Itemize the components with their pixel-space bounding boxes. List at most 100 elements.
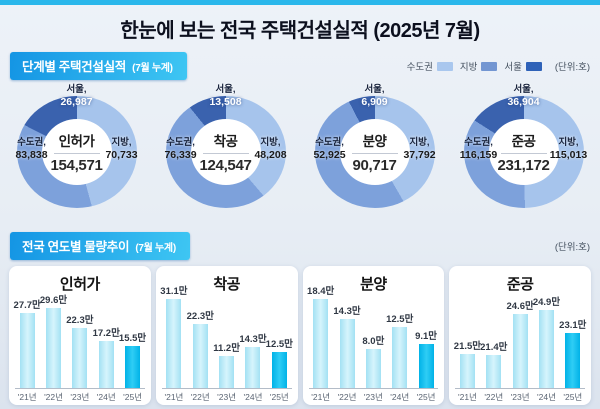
donut-col-permits: 인허가 154,571 서울, 26,987 수도권, 83,838 지방, 7… <box>2 84 151 224</box>
x-tick-label: '24년 <box>390 392 410 402</box>
bar-card-title: 준공 <box>506 276 534 293</box>
bar-plot: 18.4만 14.3만 8.0만 12.5만 9.1만 <box>303 286 445 388</box>
bar-card-starts: 착공 31.1만 22.3만 11.2만 14.3만 12.5만 '21년 '22년 '23… <box>155 266 298 405</box>
bar-slot: 11.2만 <box>213 296 240 388</box>
bar-slot: 24.6만 <box>506 296 534 388</box>
bar <box>313 299 329 388</box>
section2-header-badge: 전국 연도별 물량추이 (7월 누계) <box>10 232 190 260</box>
bar-value-label: 31.1만 <box>160 286 188 297</box>
donut-col-sales: 분양 90,717 서울, 6,909 수도권, 52,925 지방, 37,7… <box>300 84 449 224</box>
bar-slot: 23.1만 <box>559 296 587 388</box>
bar-value-label: 24.6만 <box>506 301 534 312</box>
regional-label: 지방, 115,013 <box>549 137 588 161</box>
x-tick-label: '24년 <box>243 392 263 402</box>
donut-total: 154,571 <box>50 157 103 174</box>
bar-plot: 27.7만 29.6만 22.3만 17.2만 15.5만 <box>9 295 151 388</box>
legend-item-regional: 지방 <box>459 59 498 73</box>
bar <box>459 354 475 388</box>
x-tick-label: '24년 <box>537 392 556 402</box>
bar-value-label: 21.5만 <box>453 341 482 352</box>
donut-center: 인허가 154,571 <box>41 119 112 185</box>
regional-label: 지방, 48,208 <box>254 137 287 161</box>
bar-plot: 31.1만 22.3만 11.2만 14.3만 12.5만 <box>156 286 298 388</box>
x-tick-label: '25년 <box>416 392 436 402</box>
bar-slot: 29.6만 <box>40 295 67 388</box>
bar <box>125 346 141 388</box>
capital-label: 수도권, 76,339 <box>164 137 197 161</box>
bar-card-title: 분양 <box>360 276 387 293</box>
x-tick-label: '23년 <box>217 392 237 402</box>
section2-header-row: 전국 연도별 물량추이 (7월 누계) (단위:호) <box>0 232 600 260</box>
x-axis-line <box>15 388 145 389</box>
bar <box>46 308 62 388</box>
donut-title: 준공 <box>511 134 536 149</box>
legend-swatch-seoul <box>525 61 542 71</box>
x-axis-line <box>455 388 585 389</box>
x-tick-label: '21년 <box>164 392 184 402</box>
x-tick-label: '25년 <box>563 392 583 402</box>
bar-value-label: 22.3만 <box>186 311 214 322</box>
section2-unit-label: (단위:호) <box>554 242 590 253</box>
x-axis-line <box>161 388 292 389</box>
bar-value-label: 23.1만 <box>559 320 587 331</box>
bar-value-label: 11.2만 <box>213 343 240 354</box>
bar-card-completions: 준공 21.5만 21.4만 24.6만 24.9만 23.1만 '21년 '22년 '23… <box>449 266 591 405</box>
bar <box>245 347 261 388</box>
seoul-label: 서울, 26,987 <box>60 84 93 108</box>
x-tick-label: '22년 <box>484 392 504 402</box>
bar-slot: 9.1만 <box>413 296 439 388</box>
donut-divider <box>351 153 398 154</box>
bar-slot: 21.4만 <box>480 296 507 388</box>
donut-title: 분양 <box>362 134 387 149</box>
bar-value-label: 24.9만 <box>532 297 561 308</box>
legend-swatch-capital <box>436 61 453 71</box>
bar-card-title: 착공 <box>213 276 240 293</box>
x-tick-label: '23년 <box>510 392 530 402</box>
bar-slot: 12.5만 <box>265 296 293 388</box>
donut-title: 인허가 <box>58 134 95 149</box>
donut-col-starts: 착공 124,547 서울, 13,508 수도권, 76,339 지방, 48… <box>151 84 300 224</box>
top-accent-bar <box>0 0 600 5</box>
x-tick-label: '24년 <box>96 392 116 402</box>
donut-title: 착공 <box>213 134 238 149</box>
bar <box>565 333 581 388</box>
bar <box>512 314 528 388</box>
bar-slot: 24.9만 <box>532 296 561 388</box>
section1-unit-label: (단위:호) <box>554 62 590 73</box>
page-title: 한눈에 보는 전국 주택건설실적 (2025년 7월) <box>120 20 480 42</box>
bar-value-label: 15.5만 <box>118 333 147 344</box>
x-tick-label: '25년 <box>123 392 142 402</box>
regional-label: 지방, 70,733 <box>105 137 138 161</box>
seoul-label: 서울, 13,508 <box>209 84 242 108</box>
legend-label-regional: 지방 <box>459 62 478 73</box>
bar-slot: 22.3만 <box>186 296 214 388</box>
donut-chart-sales: 분양 90,717 서울, 6,909 수도권, 52,925 지방, 37,7… <box>313 84 436 208</box>
donut-center: 착공 124,547 <box>190 119 261 185</box>
bar <box>98 341 114 388</box>
bar <box>192 324 208 388</box>
seoul-label: 서울, 36,904 <box>507 84 540 108</box>
x-tick-label: '22년 <box>190 392 210 402</box>
donut-divider <box>202 153 249 154</box>
bar-value-label: 22.3만 <box>66 315 94 326</box>
donut-chart-completions: 준공 231,172 서울, 36,904 수도권, 116,159 지방, 1… <box>460 84 587 208</box>
bar-card-title: 인허가 <box>59 276 100 293</box>
bar <box>486 355 502 388</box>
regional-label: 지방, 37,792 <box>403 137 436 161</box>
bar-value-label: 12.5만 <box>265 339 293 350</box>
donut-center: 분양 90,717 <box>339 119 410 185</box>
bar <box>219 356 235 388</box>
bar-value-label: 18.4만 <box>307 286 335 297</box>
bar-card-permits: 인허가 27.7만 29.6만 22.3만 17.2만 15.5만 '21년 '22년 '2… <box>9 266 151 405</box>
donut-total: 231,172 <box>497 157 550 174</box>
x-axis-ticks: '21년 '22년 '23년 '24년 '25년 <box>303 391 445 403</box>
bar-value-label: 12.5만 <box>386 314 414 325</box>
donut-total: 124,547 <box>199 157 252 174</box>
section1-header-row: 단계별 주택건설실적 (7월 누계) 수도권 지방 서울 (단위:호) <box>0 52 600 80</box>
bar <box>392 327 408 388</box>
seoul-label: 서울, 6,909 <box>361 84 388 108</box>
legend-label-seoul: 서울 <box>504 62 522 73</box>
section2-header-label: 전국 연도별 물량추이 <box>22 240 130 254</box>
x-axis-line <box>308 388 439 389</box>
